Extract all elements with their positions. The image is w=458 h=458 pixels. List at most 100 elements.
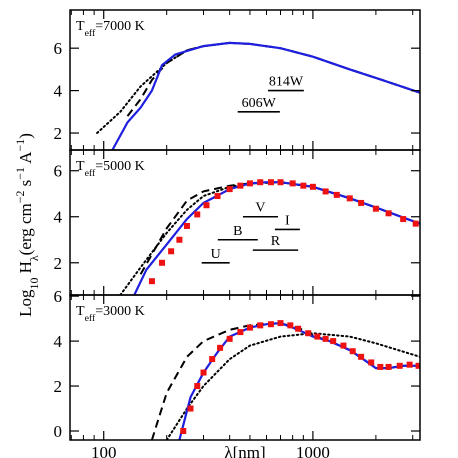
marker xyxy=(257,179,264,186)
band-label: V xyxy=(255,201,265,216)
line xyxy=(111,41,420,150)
panel-annotation: Teff=7000 K xyxy=(76,19,145,39)
band-label: 814W xyxy=(269,75,304,90)
marker xyxy=(194,383,201,390)
panel-frame xyxy=(69,294,421,441)
marker xyxy=(385,210,392,217)
marker xyxy=(305,330,312,337)
marker xyxy=(349,348,356,355)
y-tick-label: 2 xyxy=(54,254,63,273)
label-part: T xyxy=(76,19,85,34)
label-part: −1 xyxy=(13,167,27,180)
band-label: B xyxy=(233,224,242,239)
marker xyxy=(377,363,384,370)
label-part: A xyxy=(16,151,35,167)
y-tick-label: 6 xyxy=(54,39,63,58)
line xyxy=(96,41,420,134)
marker xyxy=(203,202,210,209)
label-part: eff xyxy=(85,28,96,39)
marker xyxy=(194,211,201,218)
line xyxy=(165,332,420,440)
plot-area xyxy=(119,179,420,295)
marker xyxy=(368,359,375,366)
y-tick-label: 6 xyxy=(54,162,63,181)
label-part: −2 xyxy=(13,191,27,204)
marker xyxy=(333,191,340,198)
marker xyxy=(267,179,274,186)
label-part: eff xyxy=(85,168,96,179)
marker xyxy=(358,199,365,206)
y-tick-label: 4 xyxy=(54,208,63,227)
x-axis-label: λ[nm] xyxy=(224,443,265,458)
marker xyxy=(385,363,392,370)
marker xyxy=(246,180,253,187)
marker xyxy=(148,278,155,285)
y-tick-label: 2 xyxy=(54,377,63,396)
marker xyxy=(168,248,175,255)
label-part: Log xyxy=(16,289,35,317)
x-tick-label: 1000 xyxy=(296,443,330,458)
marker xyxy=(289,180,296,187)
y-tick-label: 6 xyxy=(54,287,63,306)
plot-area xyxy=(96,41,420,150)
label-part: 10 xyxy=(27,278,41,290)
marker xyxy=(277,179,284,186)
marker xyxy=(209,356,216,363)
line xyxy=(139,181,420,275)
marker xyxy=(322,335,329,342)
marker xyxy=(340,342,347,349)
marker xyxy=(406,361,413,368)
label-part: =5000 K xyxy=(95,159,145,174)
band-label: I xyxy=(285,213,290,228)
label-part: −1 xyxy=(13,139,27,152)
marker xyxy=(187,405,194,412)
marker xyxy=(267,321,274,328)
marker xyxy=(226,335,233,342)
marker xyxy=(300,182,307,189)
y-tick-label: 4 xyxy=(54,82,63,101)
label-part: H xyxy=(16,261,35,278)
marker xyxy=(237,182,244,189)
marker xyxy=(180,428,187,435)
marker xyxy=(372,205,379,212)
line xyxy=(150,322,420,440)
marker xyxy=(217,344,224,351)
marker xyxy=(412,220,419,227)
marker xyxy=(200,369,207,376)
marker xyxy=(237,329,244,336)
band-label: 606W xyxy=(242,96,277,111)
label-part: T xyxy=(76,304,85,319)
marker xyxy=(176,236,183,243)
marker xyxy=(358,353,365,360)
label-part: T xyxy=(76,159,85,174)
band-label: U xyxy=(211,247,221,262)
marker xyxy=(246,324,253,331)
y-tick-label: 0 xyxy=(54,422,63,441)
label-part: ) xyxy=(16,133,35,139)
marker xyxy=(295,325,302,332)
label-part: s xyxy=(16,180,35,191)
label-part: =3000 K xyxy=(95,304,145,319)
marker xyxy=(415,362,420,369)
marker xyxy=(330,338,337,345)
marker xyxy=(400,216,407,223)
marker xyxy=(287,322,294,329)
marker xyxy=(257,322,264,329)
band-label: R xyxy=(271,234,281,249)
panel-annotation: Teff=3000 K xyxy=(76,304,145,324)
marker xyxy=(214,193,221,200)
x-tick-label: 100 xyxy=(91,443,117,458)
marker xyxy=(314,333,321,340)
marker xyxy=(159,259,166,266)
label-part: eff xyxy=(85,313,96,324)
y-tick-label: 4 xyxy=(54,332,63,351)
marker xyxy=(396,362,403,369)
line xyxy=(178,321,420,440)
label-part: λ xyxy=(27,255,41,261)
marker xyxy=(346,195,353,202)
marker xyxy=(309,183,316,190)
label-part: =7000 K xyxy=(95,19,145,34)
label-part: (erg cm xyxy=(16,203,35,255)
plot-area xyxy=(150,320,420,440)
